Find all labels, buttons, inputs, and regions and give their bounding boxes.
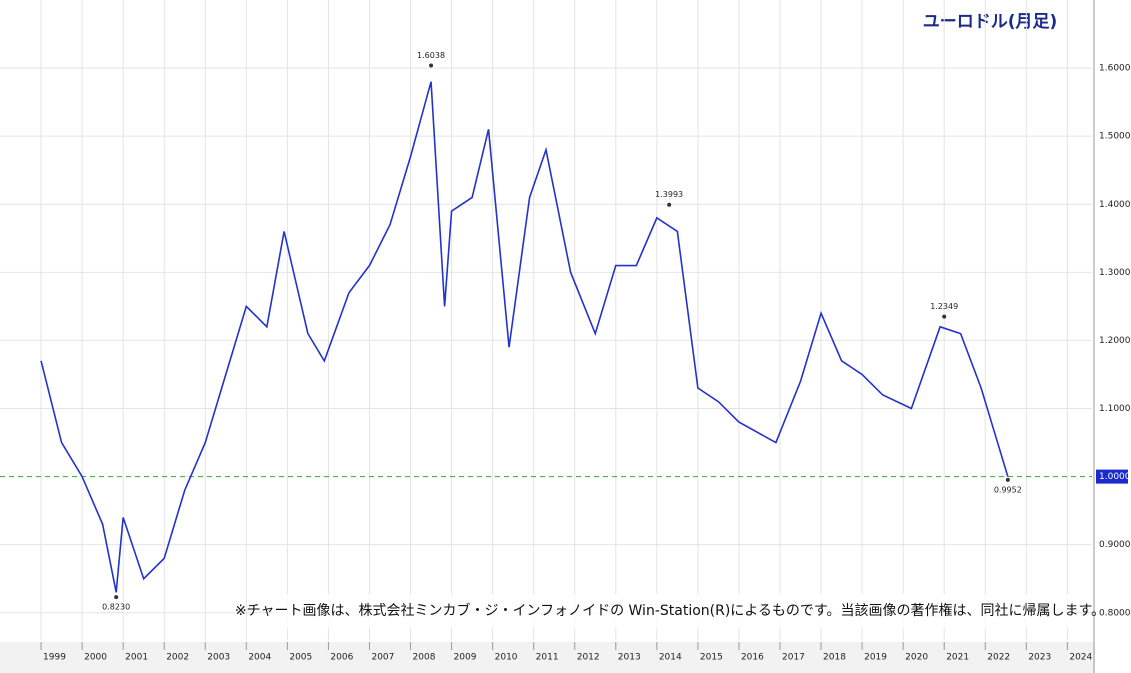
x-tick-label: 2001: [125, 653, 148, 663]
price-line: [40, 81, 1009, 593]
x-tick-label: 2013: [618, 653, 641, 663]
x-tick-label: 1999: [43, 653, 66, 663]
y-tick-label: 1.1000: [1099, 404, 1131, 414]
annotation-point: [1005, 477, 1010, 482]
current-price-label: 1.0000: [1099, 472, 1131, 482]
x-tick-label: 2008: [413, 653, 436, 663]
x-tick-label: 2018: [823, 653, 846, 663]
x-tick-label: 2009: [454, 653, 477, 663]
note: ※チャート画像は、株式会社ミンカブ・ジ・インフォノイドの Win-Station…: [235, 602, 1105, 619]
note-bg: [272, 594, 1072, 628]
x-tick-label: 2019: [864, 653, 887, 663]
x-tick-label: 2020: [905, 653, 928, 663]
annotation-point: [942, 314, 947, 319]
annotation-label: 0.9952: [994, 485, 1022, 494]
x-tick-label: 2000: [84, 653, 107, 663]
x-tick-label: 2015: [700, 653, 723, 663]
y-tick-label: 1.5000: [1099, 132, 1131, 142]
x-tick-label: 2007: [371, 653, 394, 663]
x-tick-label: 2014: [659, 653, 682, 663]
y-tick-label: 0.9000: [1099, 540, 1131, 550]
x-tick-label: 2011: [536, 653, 559, 663]
x-axis-band: [0, 642, 1095, 673]
x-tick-label: 2017: [782, 653, 805, 663]
x-tick-label: 2022: [987, 653, 1010, 663]
chart-title: ユーロドル(月足): [923, 12, 1058, 32]
x-tick-label: 2004: [248, 653, 271, 663]
x-tick-label: 2016: [741, 653, 764, 663]
y-tick-label: 1.6000: [1099, 64, 1131, 74]
annotation-point: [429, 63, 434, 68]
x-tick-label: 2012: [577, 653, 600, 663]
x-tick-label: 2023: [1028, 653, 1051, 663]
y-tick-label: 1.4000: [1099, 200, 1131, 210]
current-price-box: [1096, 469, 1128, 484]
x-tick-label: 2006: [330, 653, 353, 663]
y-tick-label: 0.8000: [1099, 608, 1131, 618]
annotation-label: 1.3993: [655, 190, 683, 199]
x-tick-label: 2002: [166, 653, 189, 663]
x-tick-label: 2021: [946, 653, 969, 663]
y-tick-label: 1.3000: [1099, 268, 1131, 278]
x-tick-label: 2024: [1069, 653, 1092, 663]
annotation-label: 0.8230: [102, 603, 130, 612]
annotation-point: [114, 595, 119, 600]
x-tick-label: 2003: [207, 653, 230, 663]
x-tick-label: 2010: [495, 653, 518, 663]
annotation-point: [667, 202, 672, 207]
annotation-label: 1.6038: [417, 51, 445, 60]
y-tick-label: 1.2000: [1099, 336, 1131, 346]
x-tick-label: 2005: [289, 653, 312, 663]
annotation-label: 1.2349: [930, 302, 958, 311]
